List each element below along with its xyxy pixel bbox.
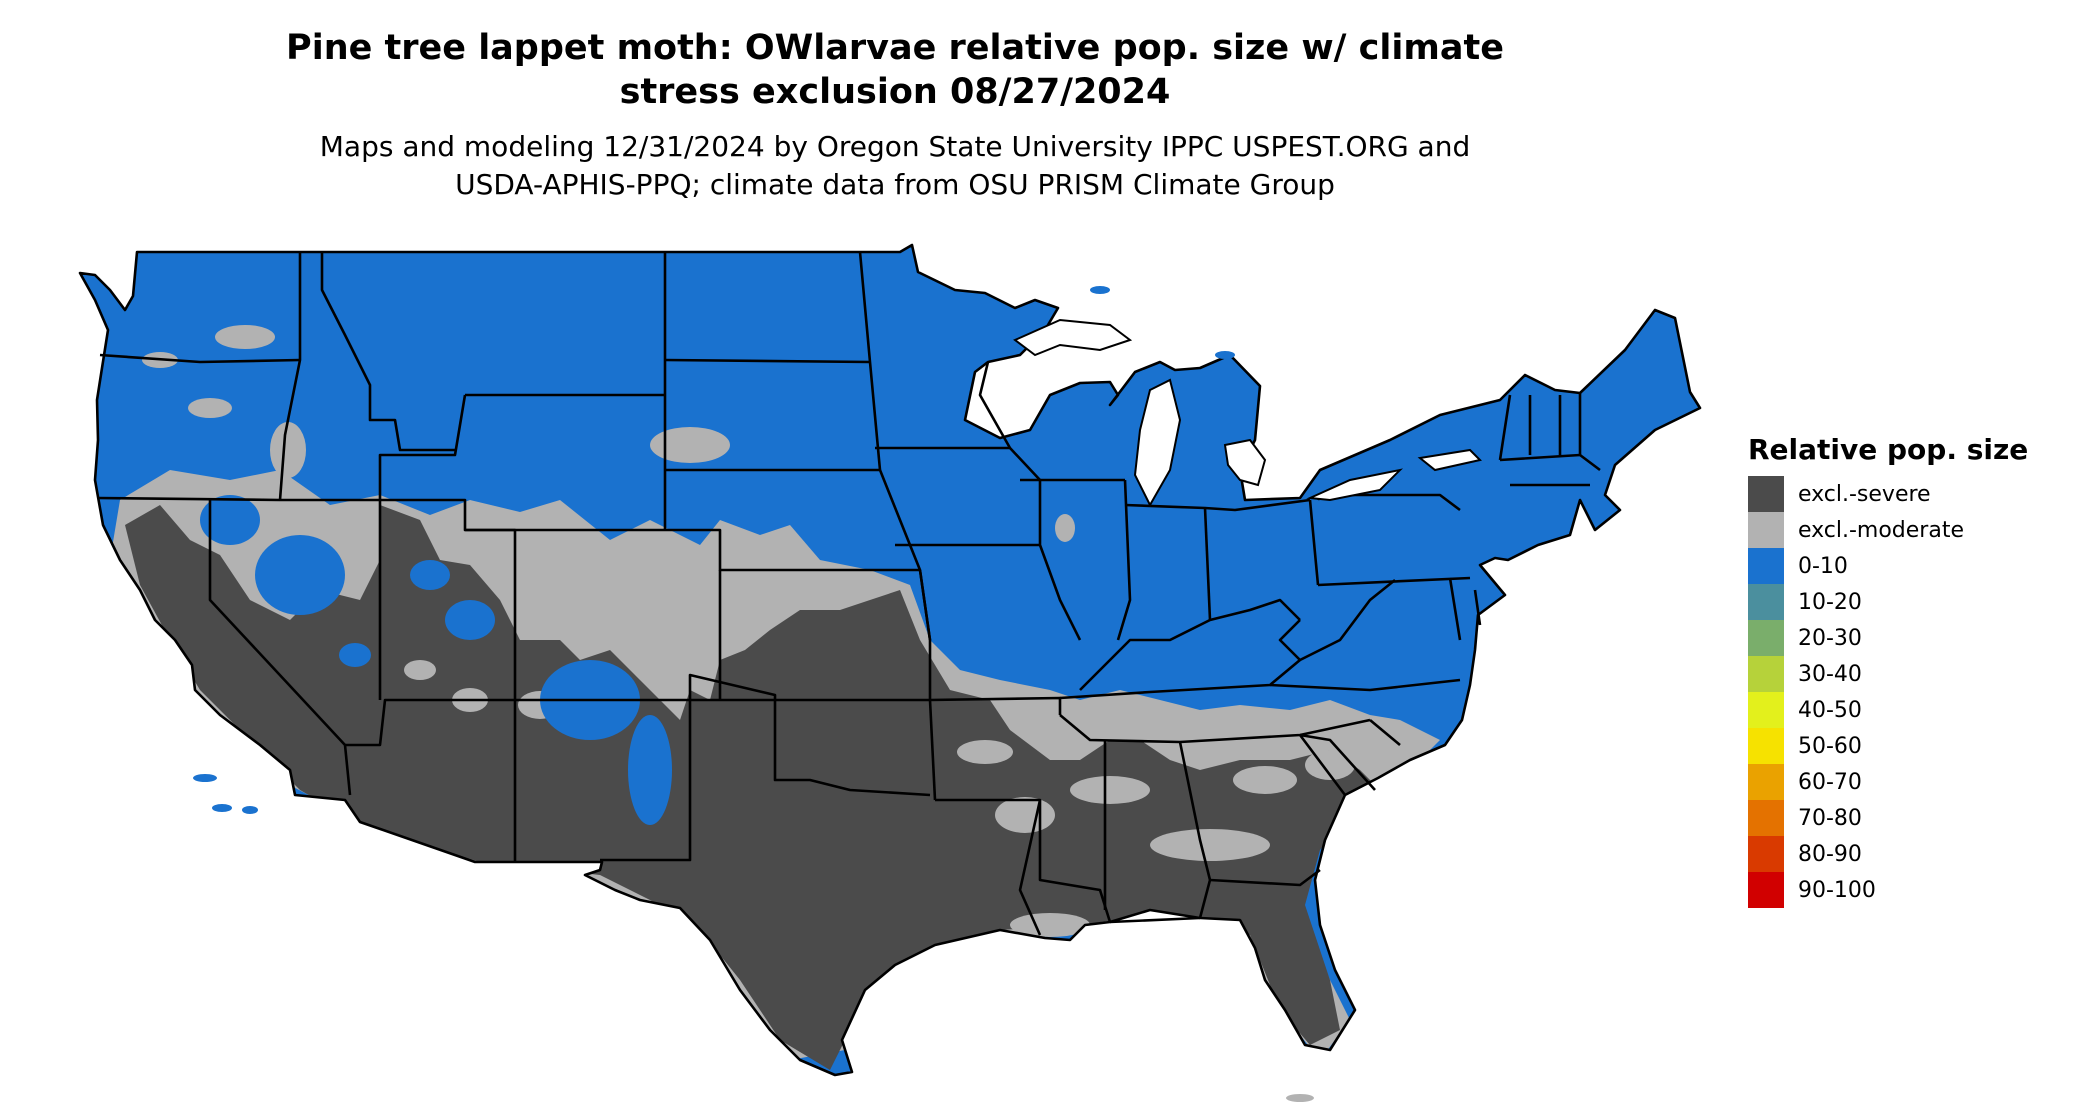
map-subtitle-line-2: USDA-APHIS-PPQ; climate data from OSU PR… (455, 168, 1335, 201)
legend-item: 80-90 (1748, 836, 2028, 872)
legend-label: 60-70 (1798, 769, 1862, 795)
map-title-line-2: stress exclusion 08/27/2024 (619, 72, 1171, 112)
legend-item: 50-60 (1748, 728, 2028, 764)
legend-swatch (1748, 872, 1784, 908)
map-subtitle-line-1: Maps and modeling 12/31/2024 by Oregon S… (319, 130, 1471, 163)
legend-item: excl.-severe (1748, 476, 2028, 512)
legend-item: 20-30 (1748, 620, 2028, 656)
legend-swatch (1748, 620, 1784, 656)
legend-item: 70-80 (1748, 800, 2028, 836)
legend-label: 0-10 (1798, 553, 1848, 579)
legend-swatch (1748, 584, 1784, 620)
legend-item: 30-40 (1748, 656, 2028, 692)
map-subtitle: Maps and modeling 12/31/2024 by Oregon S… (0, 128, 1790, 204)
legend-item: 90-100 (1748, 872, 2028, 908)
legend-label: excl.-severe (1798, 481, 1931, 507)
legend-label: excl.-moderate (1798, 517, 1964, 543)
legend-title: Relative pop. size (1748, 433, 2029, 466)
legend-swatch (1748, 692, 1784, 728)
legend-swatch (1748, 800, 1784, 836)
legend-swatch (1748, 764, 1784, 800)
legend-label: 10-20 (1798, 589, 1862, 615)
legend-item: 40-50 (1748, 692, 2028, 728)
legend-swatch (1748, 728, 1784, 764)
legend-label: 70-80 (1798, 805, 1862, 831)
legend-label: 30-40 (1798, 661, 1862, 687)
legend-item: excl.-moderate (1748, 512, 2028, 548)
legend-label: 50-60 (1798, 733, 1862, 759)
legend: Relative pop. size excl.-severe excl.-mod… (1748, 432, 2028, 908)
legend-item: 10-20 (1748, 584, 2028, 620)
legend-label: 20-30 (1798, 625, 1862, 651)
moderate-pockets (142, 325, 1355, 937)
legend-swatch (1748, 476, 1784, 512)
legend-swatch (1748, 548, 1784, 584)
state-boundaries (78, 243, 1702, 1077)
map-title-line-1: Pine tree lappet moth: OWlarvae relative… (286, 28, 1504, 68)
legend-items: excl.-severe excl.-moderate 0-10 10-20 20-30… (1748, 476, 2028, 908)
legend-swatch (1748, 512, 1784, 548)
legend-label: 80-90 (1798, 841, 1862, 867)
map-title: Pine tree lappet moth: OWlarvae relative… (0, 26, 1790, 114)
legend-swatch (1748, 656, 1784, 692)
legend-label: 90-100 (1798, 877, 1876, 903)
severe-exclusion-zone (125, 505, 1380, 1070)
great-lakes (1013, 318, 1482, 508)
legend-item: 0-10 (1748, 548, 2028, 584)
legend-swatch (1748, 836, 1784, 872)
coastal-islands (193, 286, 1314, 1102)
legend-label: 40-50 (1798, 697, 1862, 723)
legend-item: 60-70 (1748, 764, 2028, 800)
